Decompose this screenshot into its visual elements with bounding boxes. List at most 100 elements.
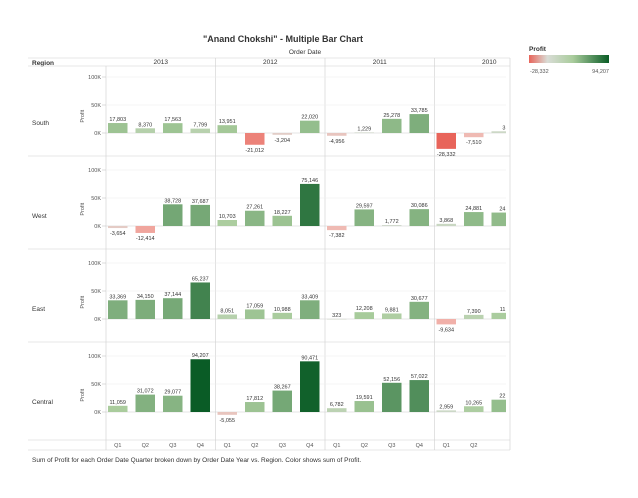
data-label: -4,956 (329, 139, 345, 145)
bar-central-2010-Q1 (436, 410, 456, 412)
data-label: 30,086 (411, 203, 428, 209)
bar-west-2011-Q1 (327, 226, 347, 231)
bar-east-2010-Q1 (436, 319, 456, 325)
bar-central-2010-Q2 (464, 406, 484, 412)
bar-west-2013-Q2 (135, 226, 155, 233)
data-label: 1,772 (385, 219, 399, 225)
data-label: -12,414 (136, 236, 155, 242)
data-label: 8,370 (138, 122, 152, 128)
bar-central-2013-Q2 (135, 394, 155, 412)
bar-central-2012-Q3 (272, 390, 292, 412)
bar-south-2013-Q3 (163, 123, 183, 133)
data-label: -7,510 (466, 140, 482, 146)
bar-east-2011-Q2 (354, 312, 374, 319)
bar-south-2011-Q3 (382, 118, 402, 133)
data-label: 90,471 (301, 355, 318, 361)
bar-south-2010-Q3 (491, 131, 506, 133)
data-label: -21,012 (245, 148, 264, 154)
bar-west-2011-Q2 (354, 209, 374, 226)
data-label: -7,382 (329, 233, 345, 239)
data-label: -9,634 (438, 327, 454, 333)
data-label: 3,868 (439, 218, 453, 224)
data-label: 30,677 (411, 296, 428, 302)
data-label: 37,144 (164, 292, 181, 298)
legend-gradient (529, 55, 609, 63)
chart-marks: 17,803 8,370 17,563 7,799 13,951 -21,012 -3,20… (108, 108, 508, 424)
year-header-2013: 2013 (154, 59, 169, 66)
data-label: 75,146 (301, 178, 318, 184)
data-label: 7,799 (193, 123, 207, 129)
bar-west-2012-Q3 (272, 215, 292, 226)
bar-east-2012-Q3 (272, 312, 292, 319)
y-tick-label: 50K (91, 289, 101, 295)
y-axis-title: Profit (80, 295, 86, 308)
legend-min-label: -28,332 (530, 69, 549, 75)
x-tick-label-q4: Q4 (197, 443, 204, 449)
bar-west-2013-Q1 (108, 226, 128, 229)
legend-title: Profit (529, 46, 547, 53)
data-label: 17,803 (109, 117, 126, 123)
data-label: 10,703 (219, 214, 236, 220)
bar-central-2012-Q4 (300, 361, 320, 412)
bar-west-2012-Q1 (217, 220, 237, 226)
data-label: 65,237 (192, 276, 209, 282)
data-label: 24, (499, 207, 507, 213)
data-label: 24,881 (465, 206, 482, 212)
bar-east-2011-Q1 (327, 318, 347, 320)
x-tick-label-q2: Q2 (470, 443, 477, 449)
data-label: 11,059 (110, 400, 126, 406)
x-tick-label-q1: Q1 (443, 443, 450, 449)
color-legend: Profit -28,332 94,207 (529, 46, 609, 75)
bar-central-2010-Q3 (491, 399, 506, 412)
y-axis-title: Profit (80, 202, 86, 215)
bar-central-2013-Q4 (190, 359, 210, 412)
bar-west-2012-Q2 (245, 210, 265, 226)
data-label: 11, (500, 307, 508, 313)
year-header-2010: 2010 (482, 59, 497, 66)
x-tick-label-q3: Q3 (279, 443, 286, 449)
data-label: 12,208 (356, 306, 373, 312)
bar-central-2012-Q1 (217, 412, 237, 415)
data-label: 17,059 (246, 303, 263, 309)
data-label: 33,785 (411, 108, 428, 114)
bar-east-2012-Q2 (245, 309, 265, 319)
bar-south-2010-Q1 (436, 133, 456, 149)
bar-west-2010-Q3 (491, 212, 506, 226)
data-label: 34,150 (137, 294, 154, 300)
bar-south-2013-Q1 (108, 123, 128, 133)
x-tick-label-q2: Q2 (142, 443, 149, 449)
data-label: 38,267 (274, 385, 291, 391)
y-tick-label: 50K (91, 382, 101, 388)
data-label: 9,881 (385, 307, 399, 313)
chart-grid (28, 57, 511, 451)
y-tick-label: 100K (88, 354, 101, 360)
bar-south-2011-Q2 (354, 132, 374, 134)
bar-central-2013-Q3 (163, 395, 183, 412)
data-label: 8,051 (220, 308, 234, 314)
y-tick-label: 100K (88, 75, 101, 81)
region-label-east: East (32, 306, 45, 313)
data-label: 94,207 (192, 353, 209, 359)
bar-south-2013-Q4 (190, 128, 210, 133)
bar-central-2011-Q3 (382, 382, 402, 412)
data-label: 38,728 (164, 198, 181, 204)
bar-south-2012-Q2 (245, 133, 265, 145)
data-label: 10,265 (465, 400, 482, 406)
bar-south-2012-Q1 (217, 125, 237, 133)
year-header-2012: 2012 (263, 59, 278, 66)
data-label: 22, (499, 394, 507, 400)
bar-east-2013-Q1 (108, 300, 128, 319)
y-tick-label: 100K (88, 261, 101, 267)
region-labels: South Profit 0K 50K 100K West Profit 0K 50K 100K E… (32, 75, 101, 416)
x-tick-label-q3: Q3 (169, 443, 176, 449)
data-label: 33,369 (109, 294, 126, 300)
data-label: 37,687 (192, 199, 209, 205)
data-label: 3, (502, 125, 507, 131)
y-tick-label: 50K (91, 103, 101, 109)
data-label: 2,959 (439, 404, 453, 410)
bar-central-2013-Q1 (108, 405, 128, 412)
bar-east-2011-Q4 (409, 301, 429, 319)
data-label: 25,278 (383, 113, 400, 119)
x-tick-label-q1: Q1 (114, 443, 121, 449)
bar-south-2012-Q4 (300, 120, 320, 133)
